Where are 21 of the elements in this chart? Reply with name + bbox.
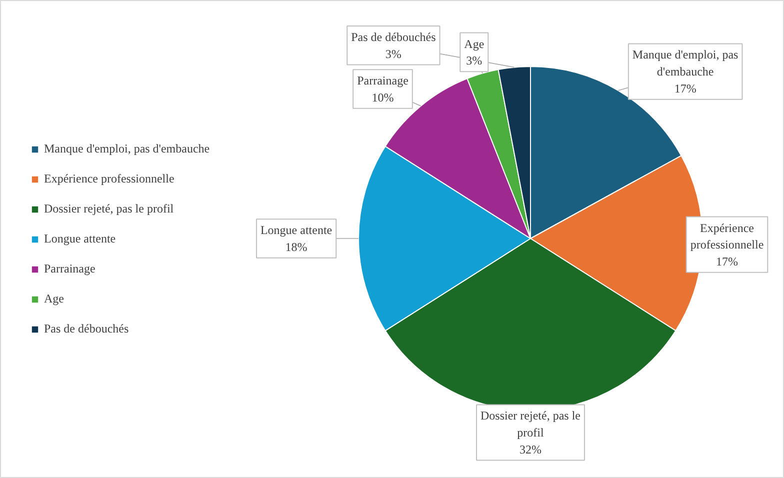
legend-label: Dossier rejeté, pas le profil: [44, 202, 174, 216]
slice-label: Expérience professionnelle: [690, 220, 764, 252]
slice-label: Parrainage: [357, 74, 408, 88]
legend-label: Expérience professionnelle: [44, 172, 174, 186]
slice-label: Manque d'emploi, pas d'embauche: [632, 48, 739, 79]
legend-label: Age: [44, 292, 64, 306]
legend-label: Manque d'emploi, pas d'embauche: [44, 142, 210, 156]
legend-label: Pas de débouchés: [44, 322, 129, 336]
slice-label: Age: [464, 36, 484, 51]
slice-label: Dossier rejeté, pas le profil: [480, 408, 580, 440]
data-label: 17%: [716, 254, 738, 268]
data-label: 10%: [372, 90, 394, 104]
data-label: 17%: [674, 81, 696, 96]
slice-label: Longue attente: [260, 223, 332, 238]
data-label: 3%: [466, 54, 482, 68]
slice-label: Pas de débouchés: [351, 30, 436, 44]
data-label: 18%: [285, 240, 308, 254]
legend-label: Longue attente: [44, 232, 116, 246]
data-label: 32%: [520, 442, 542, 456]
data-label: 3%: [385, 46, 402, 61]
legend-label: Parrainage: [44, 262, 96, 276]
